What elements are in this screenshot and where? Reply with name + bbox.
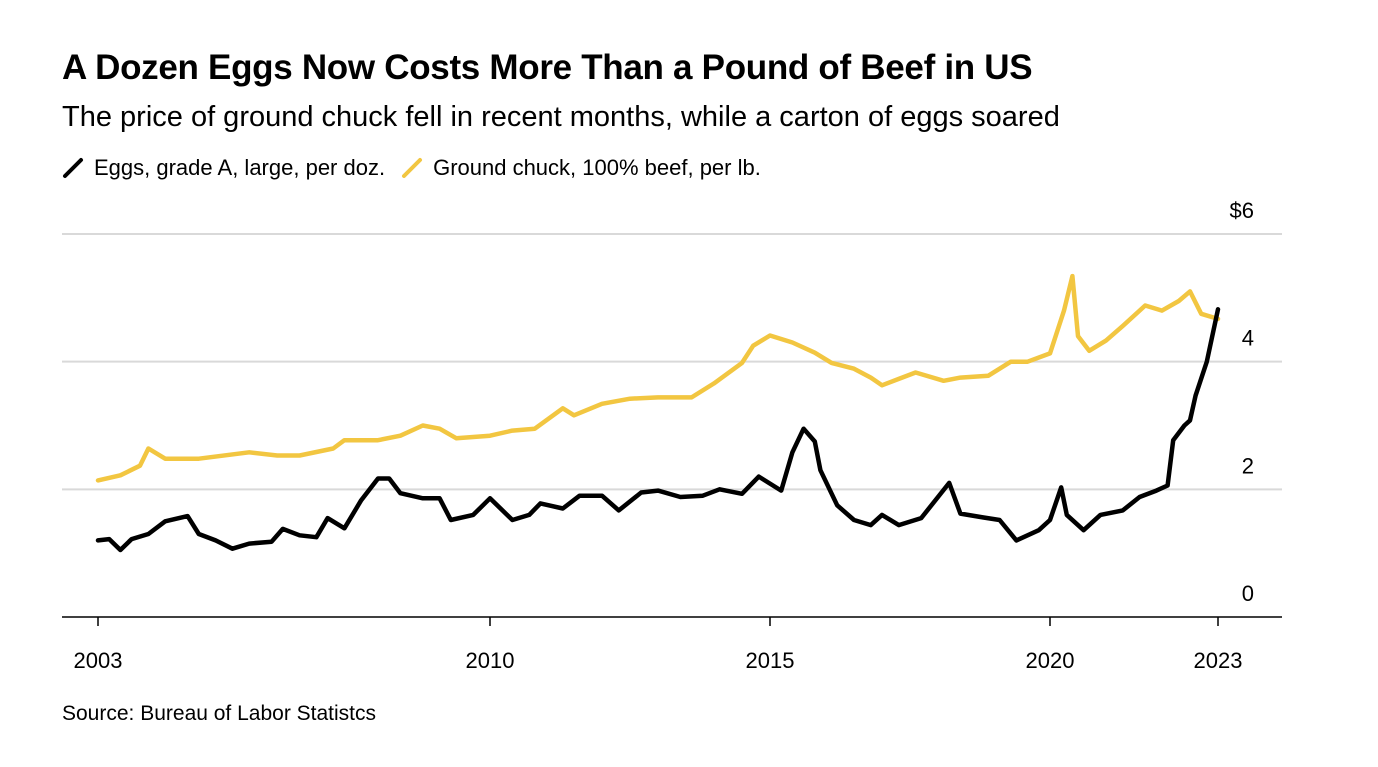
x-tick-label: 2003 [74,648,123,673]
legend: Eggs, grade A, large, per doz. Ground ch… [62,155,767,181]
legend-swatch-beef [402,158,423,178]
chart-title: A Dozen Eggs Now Costs More Than a Pound… [62,48,1033,87]
x-tick-label: 2010 [466,648,515,673]
y-tick-label: 0 [1242,581,1254,606]
y-tick-label: 2 [1242,453,1254,478]
y-tick-label: $6 [1230,198,1254,223]
legend-label-eggs: Eggs, grade A, large, per doz. [94,155,386,180]
x-tick-label: 2020 [1026,648,1075,673]
legend-item-beef: Ground chuck, 100% beef, per lb. [401,155,761,181]
y-tick-label: 4 [1242,326,1254,351]
x-tick-label: 2023 [1194,648,1243,673]
x-tick-label: 2015 [746,648,795,673]
legend-item-eggs: Eggs, grade A, large, per doz. [62,155,385,181]
chart-subtitle: The price of ground chuck fell in recent… [62,101,1060,133]
source-note: Source: Bureau of Labor Statistcs [62,702,377,725]
series-line-eggs [95,307,1221,553]
legend-label-beef: Ground chuck, 100% beef, per lb. [433,155,761,180]
legend-swatch-eggs [63,158,83,178]
series-line-beef [95,273,1221,483]
